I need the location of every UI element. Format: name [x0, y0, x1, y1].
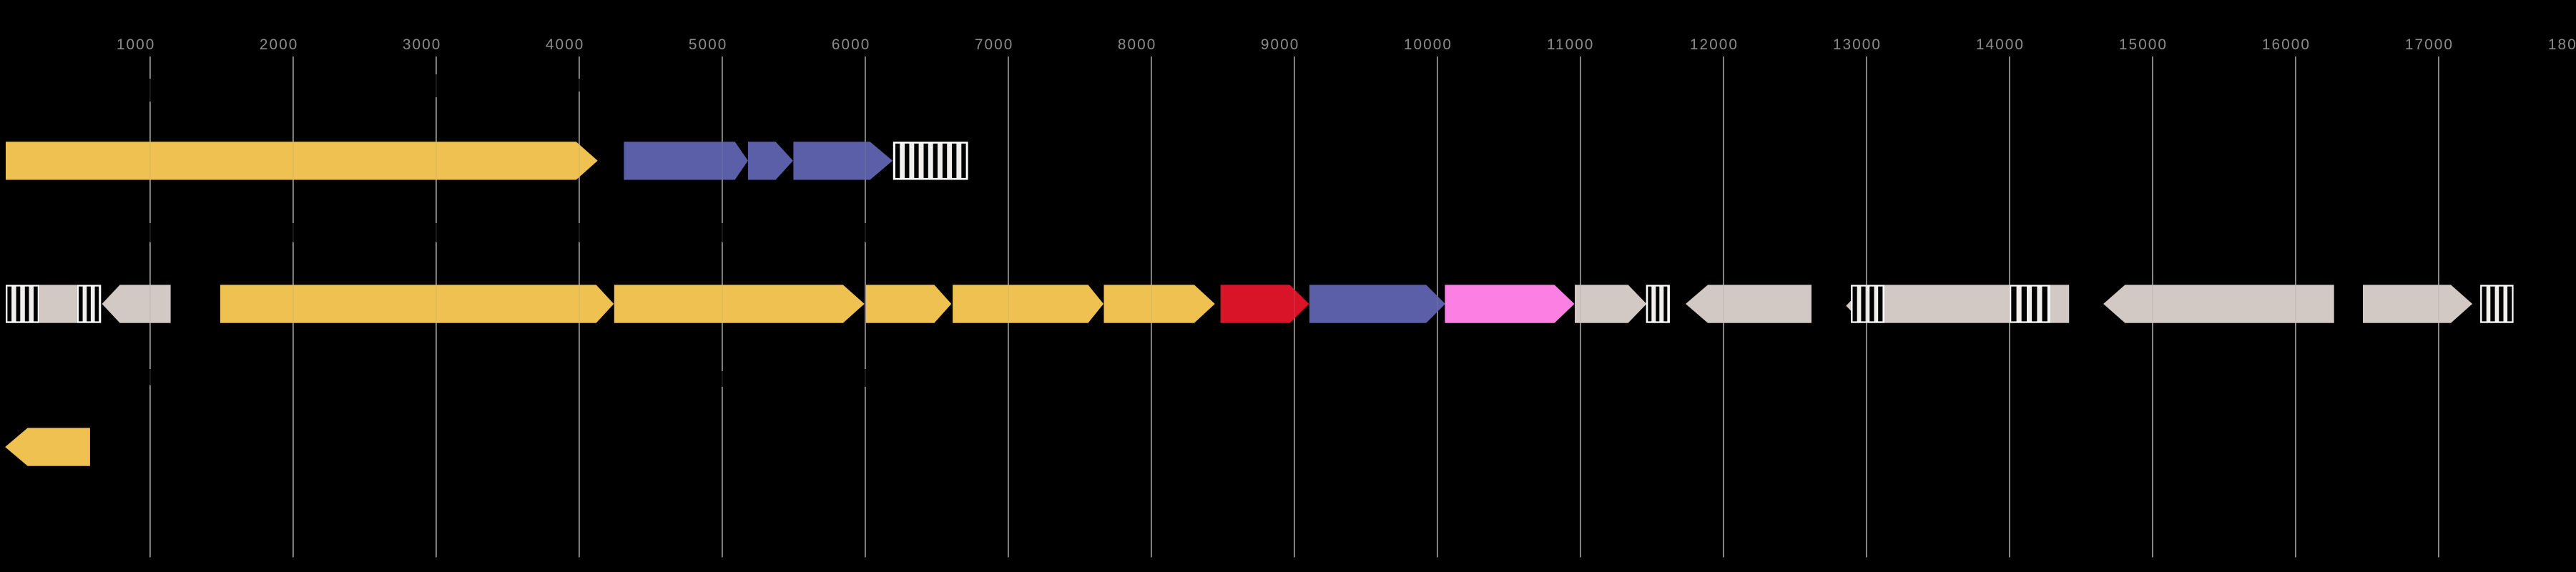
svg-text:11000: 11000 [1547, 36, 1595, 53]
svg-text:15000: 15000 [2119, 36, 2168, 53]
svg-text:5000: 5000 [689, 36, 727, 53]
svg-text:17000: 17000 [2405, 36, 2454, 53]
svg-text:9000: 9000 [1261, 36, 1299, 53]
svg-text:7000: 7000 [975, 36, 1013, 53]
svg-text:2000: 2000 [260, 36, 298, 53]
svg-text:10000: 10000 [1404, 36, 1452, 53]
svg-text:14000: 14000 [1976, 36, 2025, 53]
svg-text:13000: 13000 [1833, 36, 1882, 53]
svg-text:18000: 18000 [2548, 36, 2576, 53]
svg-text:4000: 4000 [546, 36, 584, 53]
svg-text:1000: 1000 [117, 36, 155, 53]
svg-text:8000: 8000 [1118, 36, 1156, 53]
svg-text:16000: 16000 [2262, 36, 2311, 53]
svg-text:3000: 3000 [403, 36, 441, 53]
svg-text:12000: 12000 [1690, 36, 1739, 53]
svg-text:6000: 6000 [832, 36, 870, 53]
